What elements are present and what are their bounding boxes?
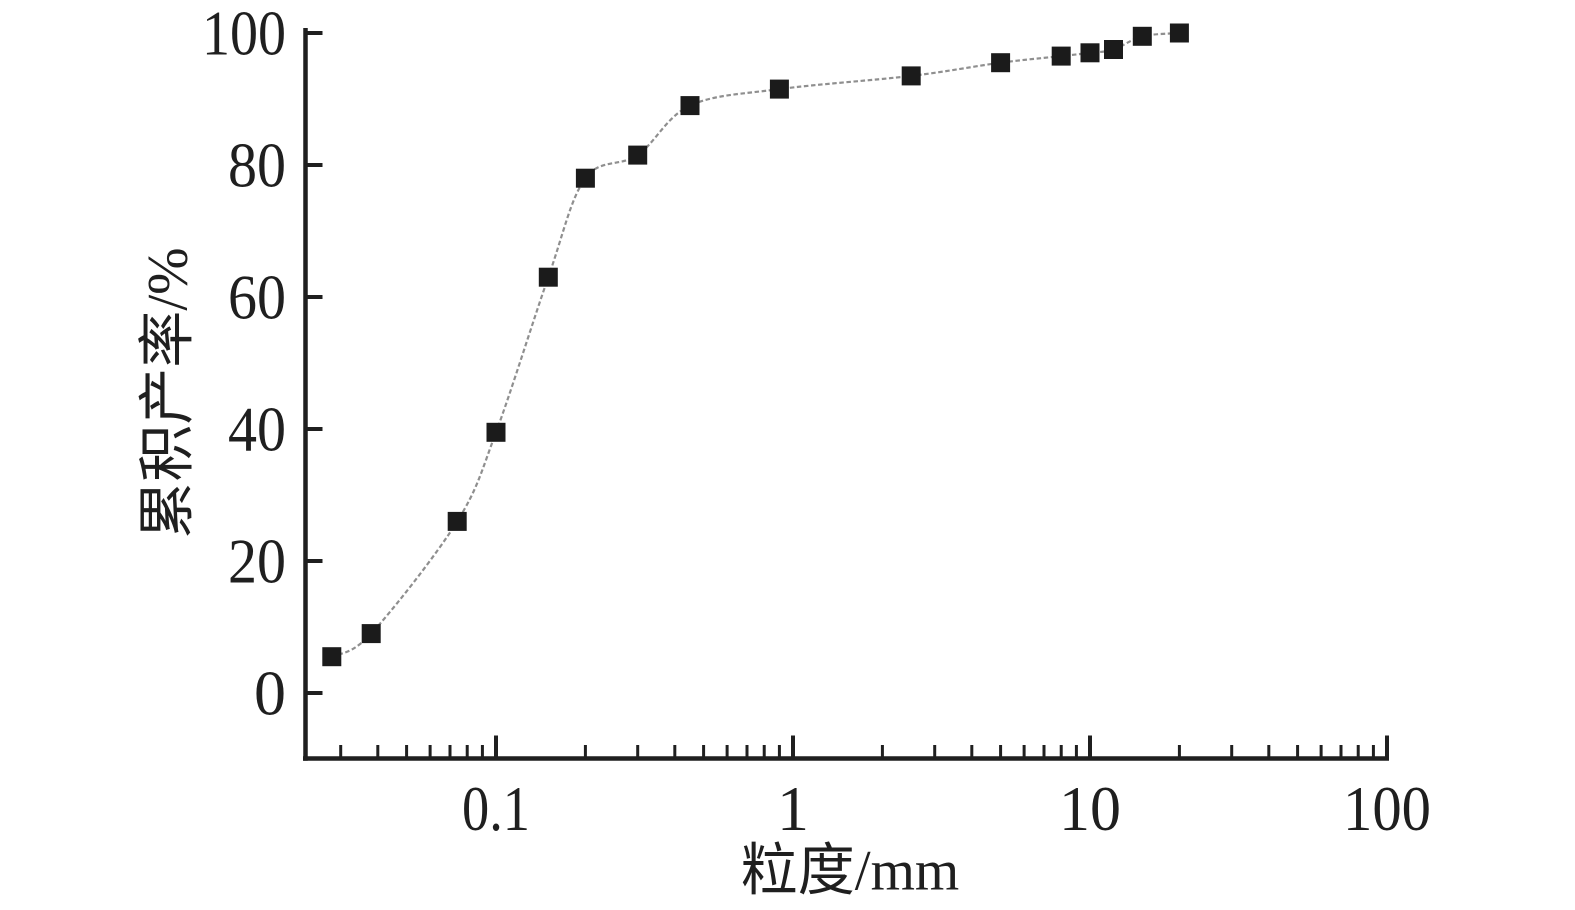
data-point-marker — [361, 624, 381, 644]
x-tick-label: 100 — [1343, 773, 1431, 844]
data-point-marker — [769, 79, 789, 99]
y-tick-label: 40 — [228, 394, 286, 465]
data-point-marker — [628, 145, 648, 165]
y-tick-label: 80 — [228, 130, 286, 201]
data-point-marker — [538, 267, 558, 287]
data-point-marker — [575, 168, 595, 188]
x-tick-label: 10 — [1059, 773, 1121, 844]
data-point-marker — [680, 96, 700, 116]
data-point-marker — [1080, 43, 1100, 63]
data-point-marker — [322, 647, 342, 667]
data-point-marker — [1132, 26, 1152, 46]
y-tick-label: 60 — [228, 262, 286, 333]
data-point-marker — [1104, 40, 1123, 59]
x-axis-title: 粒度/mm — [740, 839, 960, 903]
y-tick-label: 100 — [202, 0, 286, 69]
data-point-marker — [991, 53, 1011, 73]
series-line — [331, 31, 1180, 658]
y-tick-label: 20 — [228, 526, 286, 597]
data-point-marker — [447, 511, 467, 531]
y-axis-title: 累积产率/% — [136, 247, 200, 539]
data-point-marker — [901, 66, 921, 86]
data-point-marker — [1169, 23, 1189, 43]
x-tick-label: 1 — [777, 773, 809, 844]
data-point-marker — [1051, 46, 1071, 66]
y-tick-label: 0 — [254, 658, 286, 729]
data-point-marker — [486, 422, 506, 442]
x-tick-label: 0.1 — [462, 773, 530, 844]
